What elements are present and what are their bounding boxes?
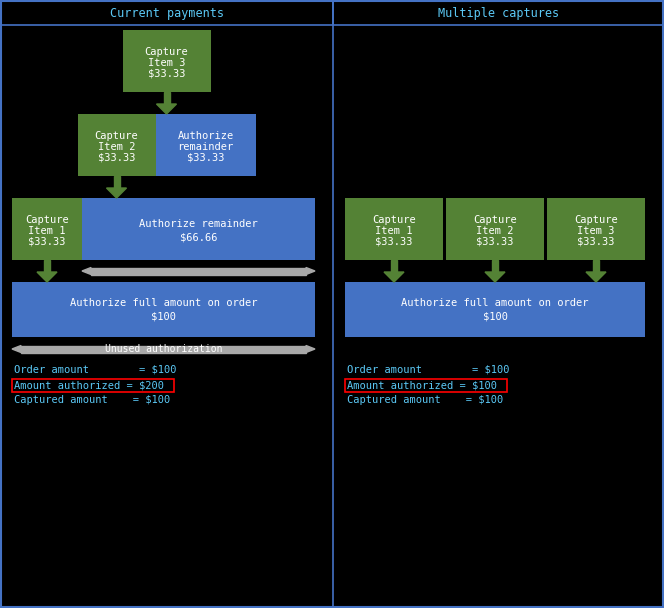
Text: $100: $100 bbox=[151, 311, 176, 322]
Text: $33.33: $33.33 bbox=[577, 237, 615, 247]
Text: Capture: Capture bbox=[372, 215, 416, 225]
Polygon shape bbox=[21, 345, 306, 353]
Text: $33.33: $33.33 bbox=[375, 237, 413, 247]
Bar bbox=[12, 379, 174, 392]
Text: Authorize full amount on order: Authorize full amount on order bbox=[401, 297, 589, 308]
Text: Item 1: Item 1 bbox=[375, 226, 413, 236]
Polygon shape bbox=[306, 268, 315, 274]
Polygon shape bbox=[44, 260, 50, 272]
Text: Authorize full amount on order: Authorize full amount on order bbox=[70, 297, 257, 308]
Text: $33.33: $33.33 bbox=[148, 69, 185, 79]
Bar bbox=[122, 30, 210, 92]
Polygon shape bbox=[157, 104, 177, 114]
Bar bbox=[345, 282, 645, 337]
Text: Item 3: Item 3 bbox=[577, 226, 615, 236]
Text: Item 2: Item 2 bbox=[476, 226, 514, 236]
Bar bbox=[345, 198, 443, 260]
Bar bbox=[12, 282, 315, 337]
Polygon shape bbox=[586, 272, 606, 282]
Text: $33.33: $33.33 bbox=[476, 237, 514, 247]
Bar bbox=[345, 379, 507, 392]
Polygon shape bbox=[163, 92, 169, 104]
Polygon shape bbox=[306, 345, 315, 353]
Text: remainder: remainder bbox=[177, 142, 234, 152]
Text: $33.33: $33.33 bbox=[98, 153, 135, 163]
Bar bbox=[547, 198, 645, 260]
Text: Authorize: Authorize bbox=[177, 131, 234, 141]
Bar bbox=[333, 1, 663, 25]
Text: $66.66: $66.66 bbox=[180, 233, 217, 243]
Bar bbox=[446, 198, 544, 260]
Text: Capture: Capture bbox=[95, 131, 138, 141]
Text: Captured amount    = $100: Captured amount = $100 bbox=[347, 395, 503, 405]
Text: Unused authorization: Unused authorization bbox=[105, 344, 222, 354]
Text: Order amount        = $100: Order amount = $100 bbox=[347, 365, 509, 375]
Bar bbox=[155, 114, 256, 176]
Text: Capture: Capture bbox=[574, 215, 618, 225]
Text: Amount authorized = $100: Amount authorized = $100 bbox=[347, 380, 497, 390]
Bar bbox=[82, 198, 315, 260]
Text: Order amount        = $100: Order amount = $100 bbox=[14, 365, 177, 375]
Text: Amount authorized = $200: Amount authorized = $200 bbox=[14, 380, 164, 390]
Polygon shape bbox=[12, 345, 21, 353]
Polygon shape bbox=[91, 268, 306, 274]
Polygon shape bbox=[485, 272, 505, 282]
Polygon shape bbox=[593, 260, 599, 272]
Text: Item 1: Item 1 bbox=[29, 226, 66, 236]
Text: Capture: Capture bbox=[473, 215, 517, 225]
Polygon shape bbox=[384, 272, 404, 282]
Text: $100: $100 bbox=[483, 311, 507, 322]
Text: Authorize remainder: Authorize remainder bbox=[139, 219, 258, 229]
Polygon shape bbox=[82, 268, 91, 274]
Text: Capture: Capture bbox=[145, 47, 189, 57]
Bar bbox=[12, 198, 82, 260]
Text: Captured amount    = $100: Captured amount = $100 bbox=[14, 395, 170, 405]
Text: Item 2: Item 2 bbox=[98, 142, 135, 152]
Polygon shape bbox=[106, 188, 127, 198]
Polygon shape bbox=[114, 176, 120, 188]
Text: Capture: Capture bbox=[25, 215, 69, 225]
Polygon shape bbox=[391, 260, 397, 272]
Text: $33.33: $33.33 bbox=[187, 153, 224, 163]
Text: Multiple captures: Multiple captures bbox=[438, 7, 559, 19]
Bar bbox=[78, 114, 155, 176]
Polygon shape bbox=[492, 260, 498, 272]
Text: Current payments: Current payments bbox=[110, 7, 224, 19]
Polygon shape bbox=[37, 272, 57, 282]
Text: $33.33: $33.33 bbox=[29, 237, 66, 247]
Bar bbox=[1, 1, 333, 25]
Text: Item 3: Item 3 bbox=[148, 58, 185, 68]
